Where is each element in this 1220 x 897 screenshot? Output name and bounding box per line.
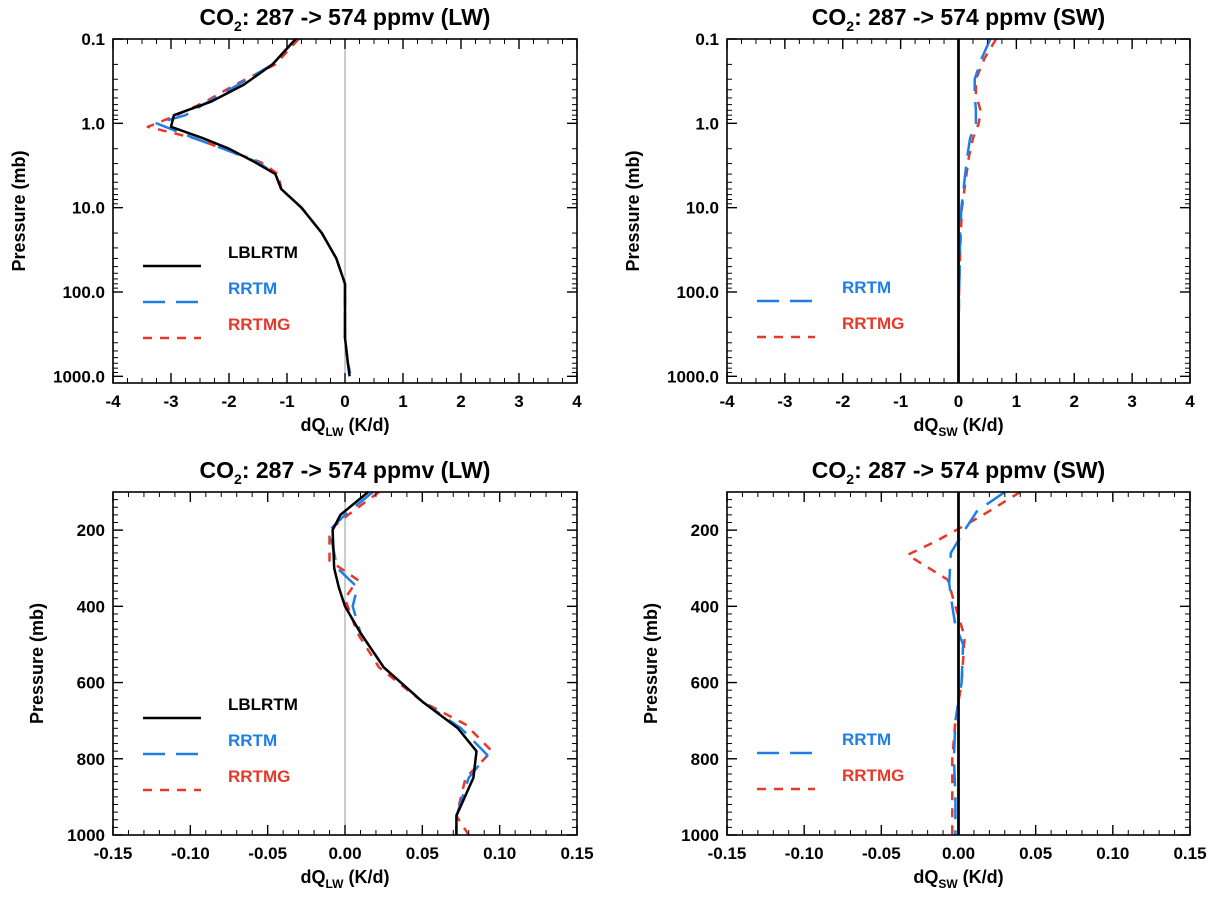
x-tick-label: -2 [221,392,236,411]
legend-label-rrtmg: RRTMG [842,766,904,785]
x-tick-label: -4 [105,392,121,411]
y-tick-label: 200 [691,521,719,540]
y-tick-label: 1000 [67,826,105,845]
chart-title: CO2: 287 -> 574 ppmv (SW) [812,457,1105,487]
x-tick-label: 0.15 [1173,844,1206,863]
x-tick-label: 2 [456,392,465,411]
panel-lw-linear: -0.15 -0.10 -0.05 0.00 0.05 0.10 0.15 200 400 600… [27,457,594,891]
x-axis-label: dQLW (K/d) [301,415,390,439]
x-tick-label: 0 [954,392,963,411]
y-tick-label: 100.0 [62,283,105,302]
y-axis-label: Pressure (mb) [623,150,643,271]
x-tick-label: -3 [163,392,178,411]
legend-label-rrtmg: RRTMG [842,314,904,333]
x-tick-label: -2 [835,392,850,411]
x-tick-label: 0.05 [1019,844,1052,863]
x-tick-label: 4 [1185,392,1195,411]
x-tick-label: 0.15 [560,844,593,863]
y-axis-label: Pressure (mb) [27,603,47,724]
panel-lw-log: -4 -3 -2 -1 0 1 2 3 4 0.1 1.0 10.0 100.0 1000.0 CO2: 2… [9,4,582,439]
legend-label-rrtm: RRTM [228,279,277,298]
x-tick-label: -0.10 [171,844,210,863]
x-tick-label: -1 [279,392,294,411]
legend-label-lblrtm: LBLRTM [228,695,298,714]
x-tick-label: 1 [398,392,407,411]
x-tick-label: 0 [340,392,349,411]
x-tick-label: 3 [514,392,523,411]
x-tick-label: 3 [1127,392,1136,411]
x-tick-label: 2 [1070,392,1079,411]
x-axis-label: dQSW (K/d) [913,415,1003,439]
x-axis-label: dQSW (K/d) [913,867,1003,891]
chart-title: CO2: 287 -> 574 ppmv (SW) [812,4,1105,34]
x-tick-label: 0.10 [483,844,516,863]
series-line-lblrtm [331,491,478,835]
y-tick-label: 10.0 [686,199,719,218]
y-tick-label: 0.1 [81,30,105,49]
x-tick-label: 1 [1012,392,1021,411]
x-tick-label: 0.00 [942,844,975,863]
y-axis-label: Pressure (mb) [641,603,661,724]
y-tick-label: 800 [77,750,105,769]
legend-label-rrtmg: RRTMG [228,315,290,334]
legend-label-rrtmg: RRTMG [228,767,290,786]
x-tick-label: -1 [893,392,908,411]
chart-title: CO2: 287 -> 574 ppmv (LW) [200,4,491,34]
y-tick-label: 400 [77,597,105,616]
y-tick-label: 600 [77,674,105,693]
x-tick-label: -0.15 [708,844,747,863]
x-tick-label: -3 [777,392,792,411]
y-tick-label: 400 [691,597,719,616]
y-tick-label: 100.0 [676,283,719,302]
y-tick-label: 1.0 [695,114,719,133]
x-tick-label: 0.05 [406,844,439,863]
series-line-rrtmg [906,490,1021,835]
x-axis-label: dQLW (K/d) [301,867,390,891]
y-tick-label: 10.0 [72,199,105,218]
x-tick-label: -0.15 [94,844,133,863]
y-tick-label: 200 [77,521,105,540]
legend-label-lblrtm: LBLRTM [228,243,298,262]
series-line-rrtmg [957,38,998,377]
y-tick-label: 0.1 [695,30,719,49]
x-tick-label: -0.05 [248,844,287,863]
x-tick-label: 0.00 [328,844,361,863]
chart-title: CO2: 287 -> 574 ppmv (LW) [200,457,491,487]
y-axis-label: Pressure (mb) [9,150,29,271]
y-tick-label: 1000.0 [667,367,719,386]
panel-sw-linear: -0.15 -0.10 -0.05 0.00 0.05 0.10 0.15 200 400 600… [641,457,1207,891]
x-tick-label: -4 [719,392,735,411]
x-tick-label: -0.05 [862,844,901,863]
y-tick-label: 1000 [681,826,719,845]
y-tick-label: 800 [691,750,719,769]
x-tick-label: 4 [572,392,582,411]
series-line-rrtmg [328,490,494,836]
x-tick-label: 0.10 [1096,844,1129,863]
y-tick-label: 600 [691,674,719,693]
legend-label-rrtm: RRTM [842,730,891,749]
y-tick-label: 1.0 [81,114,105,133]
series-line-rrtm [328,491,489,835]
y-tick-label: 1000.0 [53,367,105,386]
x-tick-label: -0.10 [785,844,824,863]
panel-sw-log: -4 -3 -2 -1 0 1 2 3 4 0.1 1.0 10.0 100.0 1000.0 CO2: 2… [623,4,1195,439]
legend-label-rrtm: RRTM [842,278,891,297]
series-line-lblrtm [169,38,351,377]
legend-label-rrtm: RRTM [228,731,277,750]
series-line-rrtm [957,38,992,377]
